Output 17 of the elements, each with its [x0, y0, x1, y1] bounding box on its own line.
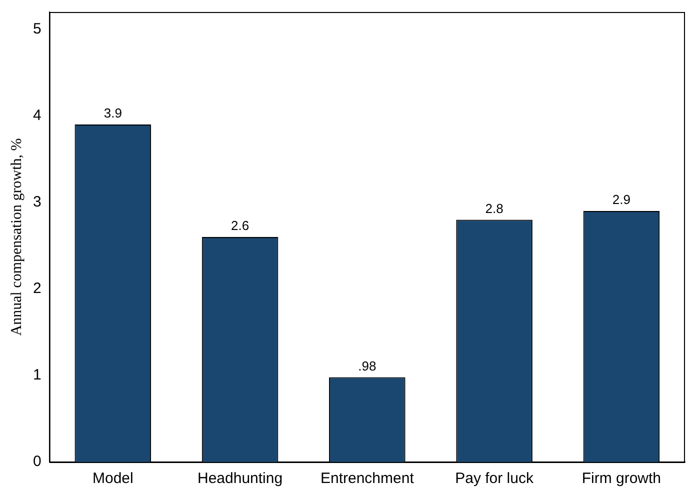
data-label: 2.6 [231, 218, 250, 234]
y-tick-label: 4 [33, 106, 42, 124]
data-label: .98 [358, 358, 376, 374]
x-tick-label: Entrenchment [320, 470, 415, 488]
data-label: 2.9 [612, 192, 630, 208]
x-tick-label: Pay for luck [455, 470, 534, 488]
data-label: 2.8 [485, 200, 504, 216]
y-tick-label: 1 [33, 366, 42, 384]
x-tick-label: Firm growth [582, 470, 662, 488]
data-label: 3.9 [104, 106, 122, 121]
x-tick-label: Headhunting [198, 470, 283, 488]
x-tick-label: Model [92, 470, 134, 488]
y-tick-label: 5 [33, 20, 42, 38]
y-tick-label: 0 [33, 453, 42, 470]
y-tick-label: 3 [33, 194, 42, 211]
y-tick-label: 2 [33, 280, 42, 298]
y-axis-title: Annual compensation growth, % [8, 138, 25, 336]
